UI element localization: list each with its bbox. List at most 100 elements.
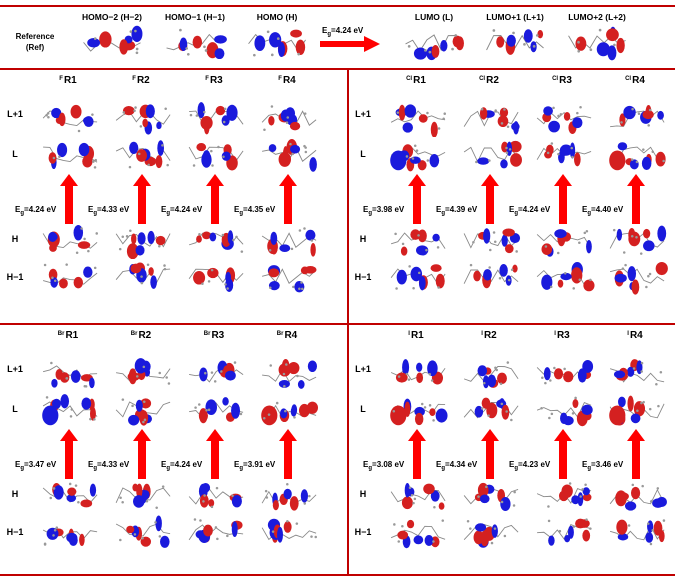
orbital-lobe xyxy=(513,121,519,135)
orbital-image xyxy=(115,398,171,426)
orbital-lobe xyxy=(430,490,440,502)
column-name: R3 xyxy=(556,330,570,341)
orbital-lobe xyxy=(156,121,162,130)
row-label: H xyxy=(11,234,19,244)
orbital-image xyxy=(116,358,171,385)
orbital-image xyxy=(609,483,667,511)
column-name: R4 xyxy=(632,75,645,86)
orbital-lobe xyxy=(197,102,205,119)
orbital-lobe xyxy=(564,534,571,543)
large-orbital-lobe xyxy=(609,150,626,171)
eg-symbol: E xyxy=(88,205,94,214)
orbital-image xyxy=(42,104,98,133)
gap-label: Eg=4.40 eV xyxy=(582,205,623,217)
panel-divider xyxy=(347,69,349,574)
orbital-lobe xyxy=(561,484,573,498)
gap-arrow xyxy=(60,429,78,479)
orbital-image xyxy=(390,229,446,256)
orbital-lobe xyxy=(148,267,154,276)
row-label: H−1 xyxy=(354,272,372,282)
eg-symbol: E xyxy=(582,205,588,214)
orbital-lobe xyxy=(452,35,462,48)
orbital-lobe xyxy=(416,362,423,372)
orbital-lobe xyxy=(606,28,619,42)
orbital-lobe xyxy=(473,530,484,545)
orbital-lobe xyxy=(48,152,57,164)
orbital-image xyxy=(188,143,244,171)
orbital-lobe xyxy=(155,515,162,532)
halogen-prefix: I xyxy=(408,331,410,337)
orbital-lobe xyxy=(203,524,213,537)
halogen-prefix: Cl xyxy=(552,76,559,82)
row-label: L xyxy=(360,149,366,159)
eg-subscript: g xyxy=(93,465,98,472)
orbital-lobe xyxy=(290,29,302,38)
orbital-lobe xyxy=(577,368,587,383)
column-header: FR1 xyxy=(43,75,93,86)
row-label: H xyxy=(11,489,19,499)
orbital-lobe xyxy=(583,279,595,292)
gap-arrow xyxy=(408,429,426,479)
orbital-lobe xyxy=(87,37,100,48)
orbital-lobe xyxy=(553,368,564,380)
orbital-lobe xyxy=(567,525,574,539)
orbital-lobe xyxy=(300,489,308,503)
orbital-lobe xyxy=(201,483,211,493)
orbital-lobe xyxy=(501,234,508,247)
orbital-lobe xyxy=(83,266,93,278)
orbital-image xyxy=(536,482,592,508)
orbital-lobe xyxy=(500,159,508,169)
orbital-image xyxy=(390,144,446,172)
eg-symbol: E xyxy=(161,460,167,469)
orbital-lobe xyxy=(541,243,553,255)
reference-orbital-image xyxy=(83,25,143,55)
orbital-lobe xyxy=(435,408,448,423)
eg-value: =3.08 eV xyxy=(372,460,405,469)
eg-symbol: E xyxy=(15,460,21,469)
eg-subscript: g xyxy=(239,465,244,472)
orbital-lobe xyxy=(283,488,292,500)
column-header: ClR1 xyxy=(391,75,441,86)
orbital-lobe xyxy=(201,151,212,168)
orbital-lobe xyxy=(427,360,438,377)
orbital-lobe xyxy=(133,495,145,508)
orbital-lobe xyxy=(131,25,143,43)
column-header: BrR4 xyxy=(262,330,312,341)
eg-value: =4.24 eV xyxy=(331,26,364,35)
orbital-lobe xyxy=(283,521,292,533)
orbital-lobe xyxy=(504,244,514,254)
orbital-lobe xyxy=(119,39,129,55)
eg-subscript: g xyxy=(368,210,373,217)
orbital-lobe xyxy=(429,408,436,417)
column-name: R4 xyxy=(629,330,643,341)
eg-value: =4.24 eV xyxy=(170,460,203,469)
orbital-lobe xyxy=(291,404,298,416)
column-name: R2 xyxy=(483,330,497,341)
orbital-image xyxy=(115,104,171,135)
gap-label: Eg=3.98 eV xyxy=(363,205,404,217)
gap-arrow xyxy=(481,174,499,224)
orbital-lobe xyxy=(571,495,580,505)
gap-arrow xyxy=(279,174,297,224)
eg-subscript: g xyxy=(327,31,332,38)
row-label: L xyxy=(360,404,366,414)
eg-subscript: g xyxy=(93,210,98,217)
eg-subscript: g xyxy=(20,465,25,472)
orbital-lobe xyxy=(150,275,157,289)
orbital-lobe xyxy=(569,142,576,159)
orbital-lobe xyxy=(142,118,148,128)
orbital-lobe xyxy=(279,244,291,252)
orbital-image xyxy=(261,401,318,426)
orbital-lobe xyxy=(596,42,610,57)
orbital-lobe xyxy=(294,281,305,293)
large-orbital-lobe xyxy=(390,150,407,171)
column-header: FR4 xyxy=(262,75,312,86)
orbital-lobe xyxy=(396,269,407,285)
orbital-lobe xyxy=(653,520,663,536)
orbital-lobe xyxy=(477,157,490,165)
gap-label: Eg=4.24 eV xyxy=(161,460,202,472)
orbital-image xyxy=(609,519,666,546)
orbital-lobe xyxy=(221,151,231,161)
orbital-lobe xyxy=(79,533,85,547)
orbital-lobe xyxy=(268,144,277,153)
